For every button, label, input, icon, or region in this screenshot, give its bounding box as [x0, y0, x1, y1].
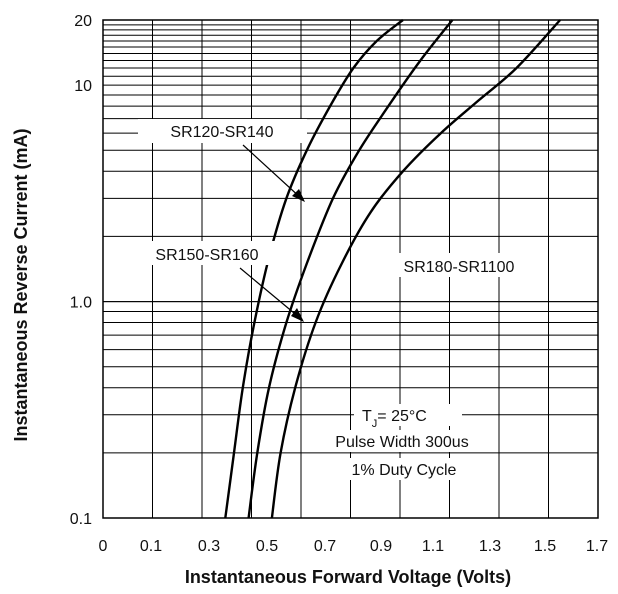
conditions-box-2 — [310, 430, 494, 452]
label-box-sr120 — [138, 119, 307, 143]
series-label-sr120-sr140: SR120-SR140 — [170, 124, 273, 141]
y-axis-title: Instantaneous Reverse Current (mA) — [11, 128, 31, 441]
x-tick-label: 0.3 — [198, 538, 220, 555]
x-tick-label: 1.3 — [479, 538, 501, 555]
x-tick-labels: 0 0.1 0.3 0.5 0.7 0.9 1.1 1.3 1.5 1.7 — [99, 538, 609, 555]
y-tick-label: 10 — [74, 78, 92, 95]
grid — [103, 20, 598, 518]
y-tick-label: 0.1 — [70, 511, 92, 528]
arrow-sr120-head — [292, 189, 305, 202]
y-tick-label: 20 — [74, 13, 92, 30]
series-label-sr150-sr160: SR150-SR160 — [155, 247, 258, 264]
label-box-sr150 — [128, 241, 288, 265]
series-line-2 — [247, 19, 454, 519]
conditions-tj: TJ= 25°C — [362, 408, 427, 430]
y-tick-labels: 0.1 1.0 10 20 — [70, 13, 92, 528]
plot-frame — [102, 19, 599, 519]
series-line-3 — [270, 19, 561, 519]
arrow-sr120-line — [242, 144, 303, 200]
x-tick-label: 0.5 — [256, 538, 278, 555]
conditions-box-3 — [334, 458, 474, 480]
x-tick-label: 1.7 — [586, 538, 608, 555]
x-tick-label: 0 — [99, 538, 108, 555]
x-tick-label: 0.9 — [370, 538, 392, 555]
conditions-pulse-width: Pulse Width 300us — [335, 434, 468, 451]
arrow-sr150-head — [291, 308, 304, 322]
series-line-1 — [224, 19, 404, 519]
x-tick-label: 0.1 — [140, 538, 162, 555]
x-tick-label: 0.7 — [314, 538, 336, 555]
x-tick-label: 1.1 — [422, 538, 444, 555]
x-tick-label: 1.5 — [534, 538, 556, 555]
x-axis-title: Instantaneous Forward Voltage (Volts) — [185, 567, 511, 587]
y-tick-label: 1.0 — [70, 295, 92, 312]
conditions-box-1 — [354, 404, 462, 426]
label-box-sr180 — [376, 253, 542, 277]
series-label-sr180-sr1100: SR180-SR1100 — [404, 259, 515, 276]
conditions-duty-cycle: 1% Duty Cycle — [352, 462, 457, 479]
curves — [224, 19, 561, 519]
arrow-sr150-line — [239, 267, 301, 319]
